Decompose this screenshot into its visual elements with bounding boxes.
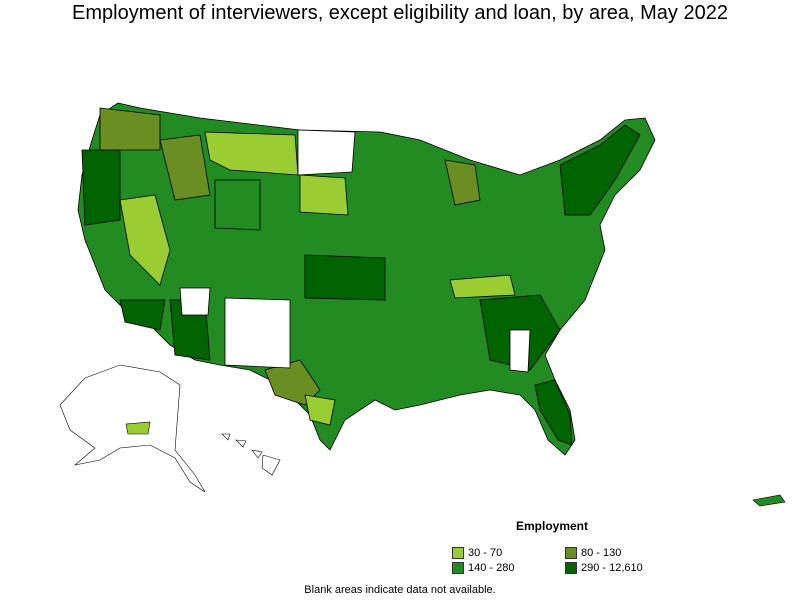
- region-wyoming: [214, 179, 261, 231]
- region-montana: [204, 131, 299, 176]
- legend-swatch-2: [565, 547, 577, 559]
- legend-item-3: 140 - 280: [452, 562, 514, 574]
- region-oregon-coast: [81, 149, 121, 226]
- region-california-s: [119, 299, 166, 331]
- nodata-north-dakota: [297, 129, 356, 176]
- legend-label-2: 80 - 130: [581, 547, 622, 559]
- nodata-new-mexico: [224, 297, 291, 369]
- hawaii-island-2: [235, 439, 247, 448]
- region-northeast: [559, 124, 641, 216]
- legend-item-2: 80 - 130: [565, 547, 621, 559]
- legend-swatch-3: [452, 562, 464, 574]
- region-texas-c: [304, 394, 336, 426]
- legend-label-3: 140 - 280: [468, 562, 515, 574]
- region-idaho: [159, 134, 211, 201]
- region-nevada: [119, 194, 171, 286]
- alaska-anchorage-area: [125, 421, 151, 435]
- legend-swatch-1: [452, 547, 464, 559]
- region-florida: [534, 379, 573, 446]
- legend-item-1: 30 - 70: [452, 547, 502, 559]
- region-kentucky: [449, 274, 516, 299]
- nodata-alabama-strip: [509, 329, 531, 373]
- legend-label-1: 30 - 70: [468, 547, 503, 559]
- nodata-utah-strip: [179, 287, 211, 316]
- legend-item-4: 290 - 12,610: [565, 562, 643, 574]
- region-kansas: [304, 254, 386, 301]
- legend-title: Employment: [516, 519, 589, 533]
- hawaii: [221, 433, 281, 476]
- region-dakotas: [299, 174, 349, 216]
- alaska: [59, 364, 206, 493]
- map-title: Employment of interviewers, except eligi…: [72, 2, 728, 24]
- region-washington: [99, 107, 161, 151]
- region-michigan: [444, 159, 481, 206]
- hawaii-island-1: [221, 433, 231, 441]
- contiguous-us: [77, 102, 656, 456]
- no-data-note: Blank areas indicate data not available.: [304, 584, 496, 596]
- legend-swatch-4: [565, 562, 577, 574]
- legend-label-4: 290 - 12,610: [581, 562, 643, 574]
- hawaii-island-4: [261, 454, 281, 476]
- puerto-rico: [752, 494, 786, 507]
- hawaii-island-3: [251, 449, 263, 459]
